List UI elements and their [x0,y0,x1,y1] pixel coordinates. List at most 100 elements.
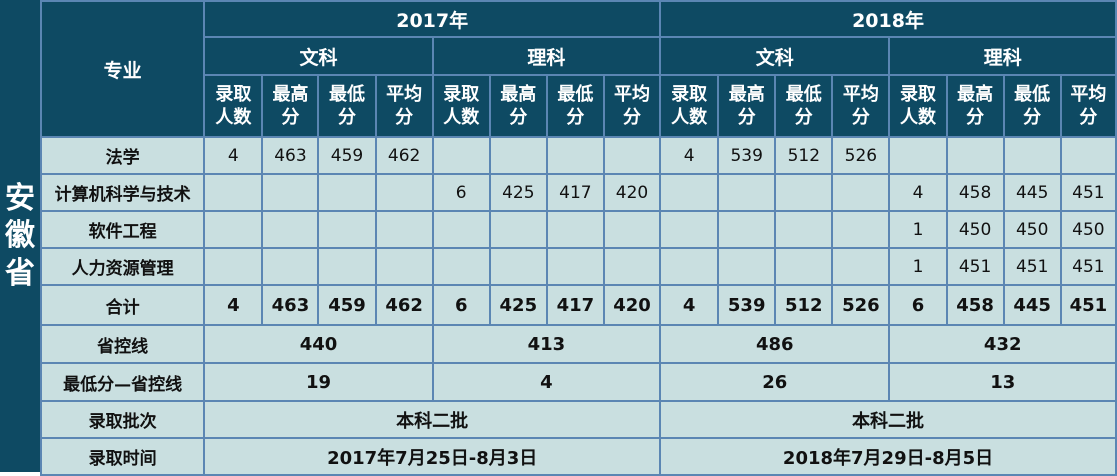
total-label: 合计 [39,284,206,326]
total-cell: 6 [431,284,491,326]
score-minus-control-value: 4 [431,362,662,402]
metric-header-line: 分 [794,107,813,128]
track-header-row: 文科 理科 文科 理科 [41,36,1117,76]
score-cell [261,173,320,212]
score-minus-control-row: 最低分—省控线 19 4 26 13 [39,362,1117,402]
metric-header-line: 最低 [329,83,366,105]
metric-header-line: 人数 [215,107,252,128]
metric-header-line: 分 [851,107,870,128]
metric-header-line: 平均 [842,83,879,105]
table-row: 计算机科学与技术 6 425 417 420 4 458 445 451 [39,173,1117,212]
metric-header-line: 最高 [500,83,537,105]
total-row: 合计 4 463 459 462 6 425 417 420 4 539 512 526 6 458 445 4… [39,284,1117,326]
metric-header: 平均分 [374,74,434,138]
score-cell [774,210,834,249]
metric-header-line: 人数 [899,107,936,128]
metric-header-line: 最低 [1014,83,1051,105]
score-cell: 1 [888,247,948,286]
score-cell: 450 [1059,210,1117,249]
score-table: 专业 2017年 2018年 文科 理科 文科 理科 录取 人数 最高分最低分平均分… [39,0,1117,476]
score-cell [659,210,720,249]
score-cell: 458 [945,173,1005,212]
score-cell [317,247,377,286]
score-cell: 450 [945,210,1005,249]
metric-header-line: 分 [737,107,756,128]
score-cell [717,210,777,249]
major-name: 人力资源管理 [39,247,206,286]
total-cell: 451 [1059,284,1117,326]
metric-header: 最高分 [945,74,1005,138]
control-line-value: 440 [203,324,434,364]
metric-header: 平均分 [1059,74,1117,138]
metric-header-line: 平均 [1070,83,1107,105]
score-cell: 4 [659,136,720,175]
metric-header-line: 人数 [671,107,708,128]
score-cell [545,136,605,175]
score-cell: 425 [488,173,548,212]
table-row: 人力资源管理 1 451 451 451 [39,247,1117,286]
score-cell [431,247,491,286]
score-cell [774,173,834,212]
score-cell: 451 [1059,173,1117,212]
score-cell: 459 [317,136,377,175]
total-cell: 6 [888,284,948,326]
admission-batch-row: 录取批次 本科二批 本科二批 [39,400,1117,439]
metric-header: 平均分 [602,74,662,138]
score-cell [888,136,948,175]
score-cell: 445 [1002,173,1062,212]
score-cell [1059,136,1117,175]
score-cell [774,247,834,286]
metric-header: 平均分 [831,74,891,138]
score-cell [488,136,548,175]
total-cell: 417 [545,284,605,326]
score-cell: 451 [945,247,1005,286]
score-cell: 6 [431,173,491,212]
metric-header: 录取 人数 [888,74,948,138]
metric-header: 录取 人数 [659,74,720,138]
major-name: 法学 [39,136,206,175]
score-minus-control-value: 13 [888,362,1117,402]
score-cell [1002,136,1062,175]
metric-header-line: 平均 [386,83,423,105]
track-header-2018-arts: 文科 [659,36,891,76]
score-cell [203,247,264,286]
major-name: 软件工程 [39,210,206,249]
score-cell [261,247,320,286]
metric-header-line: 最高 [957,83,994,105]
metric-header-line: 分 [966,107,985,128]
metric-header-line: 最低 [557,83,594,105]
metric-header-line: 录取 [215,83,252,105]
table-row: 软件工程 1 450 450 450 [39,210,1117,249]
score-cell [659,247,720,286]
total-cell: 445 [1002,284,1062,326]
total-cell: 512 [774,284,834,326]
metric-header-line: 平均 [614,83,650,105]
table-row: 法学 4 463 459 462 4 539 512 526 [39,136,1117,175]
score-cell [831,247,891,286]
metric-header-line: 最高 [728,83,765,105]
metric-header-line: 分 [509,107,528,128]
score-cell: 463 [261,136,320,175]
total-cell: 526 [831,284,891,326]
metric-header: 最高分 [488,74,548,138]
admission-batch-value: 本科二批 [203,400,662,439]
score-cell: 1 [888,210,948,249]
score-cell [831,173,891,212]
metric-header-line: 最高 [272,83,309,105]
total-cell: 459 [317,284,377,326]
score-cell: 451 [1059,247,1117,286]
score-cell [374,173,434,212]
score-table-body: 法学 4 463 459 462 4 539 512 526 计算机科学与技术 6 425 417 420… [39,136,1117,476]
metric-header-line: 录取 [443,83,480,105]
control-line-row: 省控线 440 413 486 432 [39,324,1117,364]
score-cell: 4 [203,136,264,175]
province-label: 安徽省 [0,0,40,472]
metric-header: 最低分 [545,74,605,138]
score-cell [431,210,491,249]
score-cell: 512 [774,136,834,175]
score-cell: 450 [1002,210,1062,249]
total-cell: 4 [659,284,720,326]
score-cell [545,210,605,249]
metric-header-line: 人数 [443,107,480,128]
